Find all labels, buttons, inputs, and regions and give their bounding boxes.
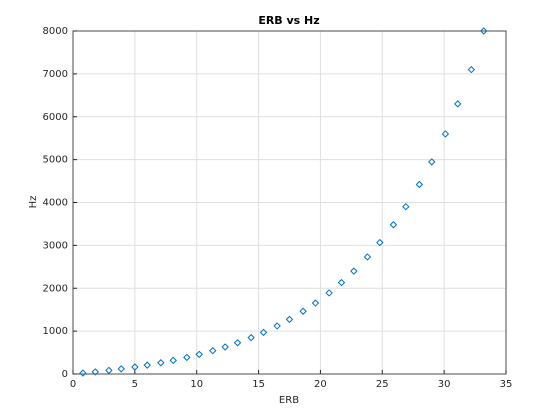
y-tick-label: 4000 (43, 198, 68, 209)
point (209, 347, 217, 355)
y-tick-label: 7000 (43, 69, 68, 80)
x-tick-label: 10 (190, 379, 203, 390)
point (105, 366, 113, 375)
x-tick-label: 35 (500, 379, 513, 390)
x-tick-label: 20 (314, 379, 327, 390)
point (441, 130, 450, 138)
point (376, 238, 384, 247)
point (299, 307, 307, 315)
y-tick-label: 0 (62, 369, 68, 380)
x-tick-label: 5 (132, 379, 138, 390)
y-tick-label: 3000 (43, 240, 68, 251)
point (259, 328, 268, 337)
point (183, 353, 191, 362)
point (247, 333, 255, 342)
point (467, 65, 476, 74)
point (454, 100, 462, 108)
x-tick-label: 25 (376, 379, 389, 390)
y-tick-label: 8000 (43, 26, 68, 37)
point (221, 343, 229, 351)
point (311, 299, 320, 307)
y-tick-label: 5000 (43, 155, 68, 166)
point (195, 350, 203, 359)
x-tick-label: 15 (252, 379, 265, 390)
point (117, 365, 125, 373)
point (285, 315, 294, 324)
point (428, 158, 436, 166)
y-axis-label: Hz (28, 196, 39, 209)
point (273, 322, 281, 330)
point (402, 202, 410, 211)
point (79, 369, 87, 377)
point (389, 221, 398, 229)
point (143, 361, 151, 369)
x-axis-label: ERB (279, 395, 299, 406)
x-tick-label: 30 (438, 379, 451, 390)
axes-box (72, 30, 507, 375)
point (169, 356, 177, 365)
point (480, 27, 488, 35)
point (363, 253, 372, 261)
point (325, 289, 333, 297)
point (157, 359, 165, 367)
point (91, 368, 99, 376)
point (337, 278, 346, 287)
point (415, 180, 424, 189)
point (233, 339, 242, 347)
y-tick-label: 6000 (43, 112, 68, 123)
point (131, 363, 139, 371)
point (350, 267, 358, 275)
chart-title: ERB vs Hz (258, 14, 319, 27)
y-tick-label: 2000 (43, 283, 68, 294)
x-tick-label: 0 (70, 379, 76, 390)
y-tick-label: 1000 (43, 326, 68, 337)
